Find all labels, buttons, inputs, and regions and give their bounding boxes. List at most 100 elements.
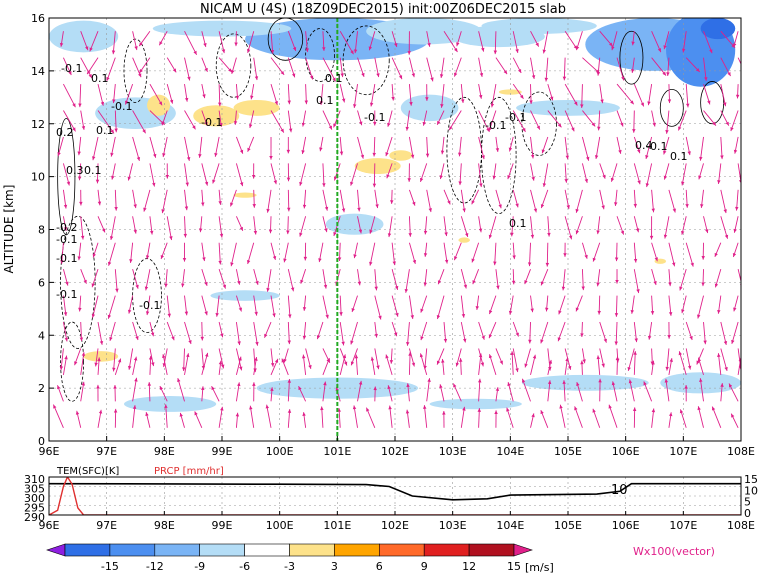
colorbar-tick-label: -9 (194, 560, 205, 573)
wind-vector-head (650, 361, 654, 366)
wind-vector-head (112, 99, 116, 104)
wind-vector (633, 163, 641, 185)
wind-vector (668, 242, 675, 267)
wind-vector (564, 136, 569, 160)
wind-vector-head (152, 182, 156, 187)
wind-vector (350, 321, 358, 345)
wind-vector-head (457, 152, 462, 157)
wind-vector-head (558, 310, 562, 315)
wind-vector (478, 163, 482, 188)
wind-vector-head (532, 354, 537, 359)
wind-vector-head (235, 95, 240, 100)
wind-vector-head (574, 406, 578, 411)
wind-vector-head (531, 75, 536, 79)
wind-vector (651, 31, 662, 53)
wind-vector (183, 348, 185, 372)
wind-vector-head (292, 46, 297, 51)
wind-vector-head (630, 100, 634, 105)
wind-vector-head (441, 358, 445, 363)
wind-vector-head (290, 287, 295, 292)
wind-vector (651, 189, 655, 213)
colorbar-segment (513, 543, 533, 557)
wind-vector (581, 84, 583, 109)
wind-vector-head (182, 367, 186, 372)
wind-vector-head (439, 74, 444, 78)
wind-vector-head (695, 68, 700, 72)
wind-vector-head (204, 181, 209, 186)
wind-vector-head (162, 153, 166, 157)
wind-vector-head (106, 76, 110, 81)
wind-vector (408, 295, 414, 320)
wind-vector-head (246, 260, 251, 264)
contour-label: 0.1 (670, 150, 688, 163)
wind-vector-head (614, 341, 618, 346)
wind-vector-head (138, 73, 142, 78)
wind-vector-head (171, 336, 175, 341)
wind-vector-head (592, 257, 596, 262)
wind-vector-head (239, 182, 244, 187)
wind-vector-head (533, 208, 538, 213)
wind-vector-head (407, 51, 411, 55)
wind-vector-head (288, 314, 292, 319)
wind-vector-head (303, 256, 308, 261)
wind-vector-head (411, 362, 416, 367)
contour-label: -0.1 (364, 111, 385, 124)
wind-vector-head (237, 341, 241, 346)
contour-label: -0.1 (485, 119, 506, 132)
wind-vector-head (488, 334, 493, 339)
wind-vector-head (704, 77, 708, 81)
bottom-x-tick-label: 100E (266, 519, 294, 532)
wind-vector (92, 295, 99, 318)
wind-vector-head (707, 100, 711, 105)
x-tick-label: 108E (727, 445, 755, 458)
wind-vector-head (495, 387, 500, 392)
wind-vector-head (376, 73, 380, 78)
wind-vector-head (357, 281, 362, 286)
contour-label: -0.1 (139, 299, 160, 312)
wind-vector (666, 348, 670, 371)
wind-vector-head (92, 156, 96, 161)
wind-vector (177, 377, 185, 402)
wind-vector (664, 216, 670, 239)
wind-vector-head (495, 148, 500, 152)
wind-vector (559, 404, 566, 428)
wind-vector-head (270, 387, 274, 391)
wind-vector-head (337, 408, 341, 412)
wind-vector-head (576, 382, 580, 387)
wind-vector (408, 242, 416, 264)
wind-vector (665, 378, 670, 402)
wind-vector-head (598, 378, 602, 383)
wind-vector (720, 321, 727, 346)
wind-vector-head (490, 103, 495, 108)
wind-vector-head (161, 209, 165, 214)
wind-vector-head (493, 261, 497, 266)
wind-vector (720, 216, 728, 239)
wind-vector-head (394, 43, 398, 48)
wind-vector-head (689, 335, 693, 340)
wind-vector-head (530, 308, 534, 313)
wind-vector (184, 136, 190, 161)
wind-vector-head (219, 122, 223, 127)
wind-vector-head (274, 101, 278, 106)
x-tick-label: 105E (554, 445, 582, 458)
wind-vector-head (160, 255, 164, 260)
wind-vector (184, 57, 191, 81)
wind-vector-head (301, 122, 306, 127)
wind-vector-head (358, 380, 363, 385)
wind-vector-head (618, 149, 622, 154)
wind-vector-head (492, 175, 496, 180)
wind-vector-head (697, 314, 701, 319)
wind-vector (426, 189, 432, 213)
colorbar-tick-label: -15 (101, 560, 119, 573)
wind-vector-head (97, 357, 101, 362)
wind-vector-head (81, 352, 86, 356)
wind-vector-head (611, 381, 616, 386)
wind-vector-head (53, 404, 57, 409)
wind-vector (287, 379, 290, 402)
wind-vector-head (455, 362, 460, 367)
wind-vector-head (135, 284, 139, 289)
wind-vector-head (651, 208, 655, 213)
wind-vector-head (124, 100, 129, 105)
wind-vector-head (687, 365, 692, 370)
